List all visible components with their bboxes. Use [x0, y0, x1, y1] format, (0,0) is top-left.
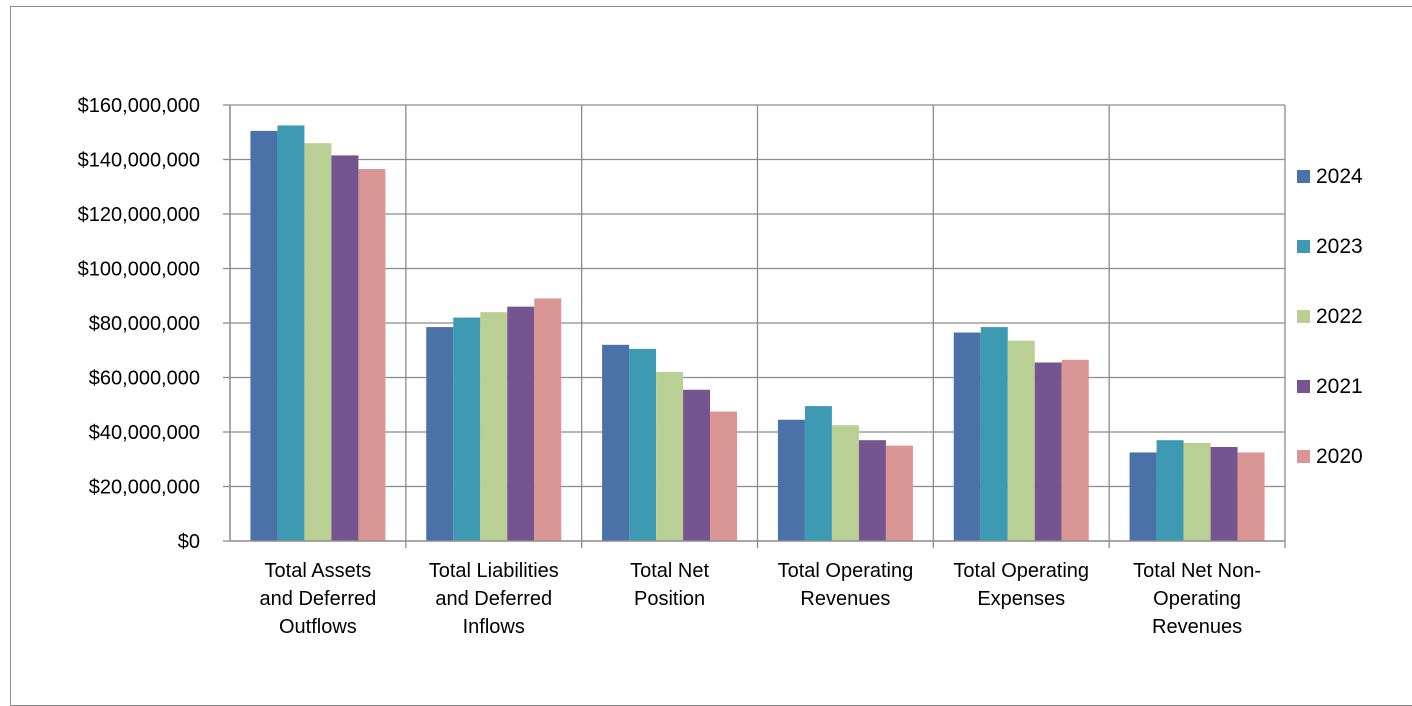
- bar-2022-2: [480, 312, 508, 541]
- y-tick-label: $60,000,000: [89, 368, 200, 390]
- bar-2023-1: [277, 125, 305, 541]
- legend-swatch-2024: [1297, 170, 1310, 183]
- bars: [250, 125, 1265, 541]
- x-category-label: Total Assets: [265, 560, 372, 582]
- y-tick-label: $40,000,000: [89, 422, 200, 444]
- legend-label-2024: 2024: [1316, 165, 1363, 188]
- x-category-label: Outflows: [279, 616, 357, 638]
- bar-2023-2: [453, 317, 481, 541]
- x-category-label: Total Operating: [778, 560, 914, 582]
- bar-2024-6: [1129, 452, 1157, 541]
- bar-2021-3: [683, 389, 711, 541]
- y-tick-label: $80,000,000: [89, 313, 200, 335]
- bar-2021-6: [1210, 446, 1238, 541]
- legend-swatch-2022: [1297, 310, 1310, 323]
- bar-2024-3: [602, 344, 630, 541]
- legend-label-2021: 2021: [1316, 375, 1363, 398]
- x-axis-labels: Total Assets and Deferred Outflows Total Li…: [260, 560, 1261, 638]
- y-tick-label: $160,000,000: [78, 95, 200, 117]
- bar-2021-4: [858, 440, 886, 541]
- bar-2022-1: [304, 143, 332, 541]
- bar-2020-3: [710, 411, 738, 541]
- axes: [223, 104, 1286, 548]
- bar-2020-1: [358, 169, 386, 541]
- legend-label-2020: 2020: [1316, 445, 1363, 468]
- x-category-label: and Deferred: [435, 588, 552, 610]
- bar-2024-4: [777, 419, 805, 541]
- bar-2023-4: [804, 406, 832, 541]
- legend-swatch-2020: [1297, 450, 1310, 463]
- x-category-label: Revenues: [1152, 616, 1242, 638]
- bar-2021-5: [1034, 362, 1062, 541]
- bar-2024-5: [953, 332, 981, 541]
- legend-label-2023: 2023: [1316, 235, 1363, 258]
- legend-label-2022: 2022: [1316, 305, 1363, 328]
- bar-2022-5: [1007, 340, 1035, 541]
- y-tick-label: $0: [178, 531, 200, 553]
- x-category-label: Revenues: [800, 588, 890, 610]
- bar-2024-2: [426, 327, 454, 541]
- x-category-label: Total Net Non-: [1133, 560, 1261, 582]
- legend-swatch-2021: [1297, 380, 1310, 393]
- y-axis-ticks: $0 $20,000,000 $40,000,000 $60,000,000 $80,0…: [78, 95, 200, 553]
- bar-2023-3: [629, 348, 657, 541]
- bar-2020-2: [534, 298, 562, 541]
- y-tick-label: $120,000,000: [78, 204, 200, 226]
- bar-2023-6: [1156, 440, 1184, 541]
- x-category-label: Inflows: [463, 616, 525, 638]
- bar-2021-2: [507, 306, 535, 541]
- legend: 2024 2023 2022 2021 2020: [1297, 165, 1363, 468]
- x-category-label: Total Operating: [953, 560, 1089, 582]
- legend-swatch-2023: [1297, 240, 1310, 253]
- bar-2020-5: [1061, 359, 1089, 541]
- bar-2024-1: [250, 130, 278, 541]
- x-category-label: Expenses: [977, 588, 1065, 610]
- bar-2022-3: [656, 372, 684, 541]
- bar-2020-6: [1237, 452, 1265, 541]
- x-category-label: Total Liabilities: [429, 560, 559, 582]
- y-tick-label: $140,000,000: [78, 150, 200, 172]
- bar-2022-4: [831, 425, 859, 541]
- x-category-label: Position: [634, 588, 705, 610]
- gridlines: [230, 104, 1286, 541]
- bar-2022-6: [1183, 442, 1211, 541]
- bar-2020-4: [885, 445, 913, 541]
- x-category-label: and Deferred: [260, 588, 377, 610]
- bar-2023-5: [980, 327, 1008, 541]
- bar-2021-1: [331, 155, 359, 541]
- y-tick-label: $100,000,000: [78, 259, 200, 281]
- bar-chart: $0 $20,000,000 $40,000,000 $60,000,000 $80,0…: [78, 95, 1363, 638]
- y-tick-label: $20,000,000: [89, 477, 200, 499]
- x-category-label: Total Net: [630, 560, 709, 582]
- x-category-label: Operating: [1153, 588, 1241, 610]
